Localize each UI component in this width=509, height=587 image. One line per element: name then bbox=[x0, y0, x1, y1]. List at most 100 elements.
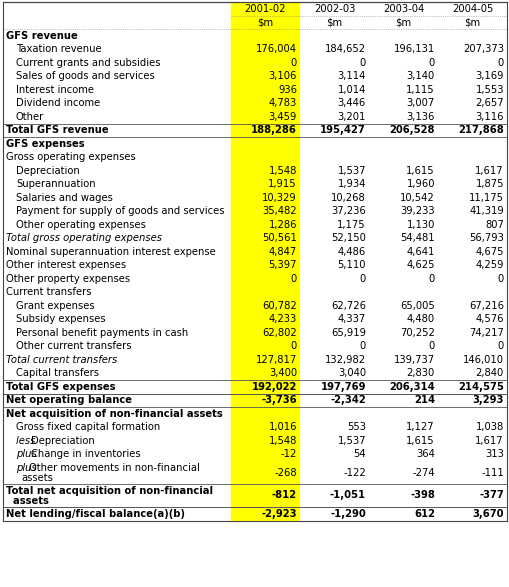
Text: -268: -268 bbox=[274, 467, 296, 477]
Text: 207,373: 207,373 bbox=[462, 44, 503, 54]
Text: 3,400: 3,400 bbox=[268, 368, 296, 378]
Text: 206,314: 206,314 bbox=[388, 382, 434, 392]
Text: 1,016: 1,016 bbox=[268, 422, 296, 432]
Text: 1,615: 1,615 bbox=[406, 166, 434, 176]
Bar bbox=[231, 2, 299, 521]
Text: Other current transfers: Other current transfers bbox=[16, 341, 131, 351]
Text: Other interest expenses: Other interest expenses bbox=[6, 260, 126, 270]
Text: 184,652: 184,652 bbox=[324, 44, 365, 54]
Text: 1,537: 1,537 bbox=[337, 436, 365, 446]
Text: Other movements in non-financial: Other movements in non-financial bbox=[29, 463, 199, 473]
Text: 67,216: 67,216 bbox=[468, 301, 503, 311]
Text: -3,736: -3,736 bbox=[261, 395, 296, 405]
Text: 1,175: 1,175 bbox=[337, 220, 365, 230]
Text: -377: -377 bbox=[478, 491, 503, 501]
Text: Total GFS revenue: Total GFS revenue bbox=[6, 125, 108, 135]
Text: Grant expenses: Grant expenses bbox=[16, 301, 95, 311]
Text: Gross fixed capital formation: Gross fixed capital formation bbox=[16, 422, 160, 432]
Text: Net acquisition of non-financial assets: Net acquisition of non-financial assets bbox=[6, 409, 222, 419]
Text: 936: 936 bbox=[277, 85, 296, 95]
Text: 3,670: 3,670 bbox=[471, 509, 503, 519]
Text: Gross operating expenses: Gross operating expenses bbox=[6, 152, 135, 162]
Text: Other property expenses: Other property expenses bbox=[6, 274, 130, 284]
Text: -12: -12 bbox=[280, 449, 296, 459]
Text: Nominal superannuation interest expense: Nominal superannuation interest expense bbox=[6, 247, 215, 257]
Text: 54,481: 54,481 bbox=[400, 233, 434, 243]
Text: 132,982: 132,982 bbox=[324, 355, 365, 365]
Text: 364: 364 bbox=[415, 449, 434, 459]
Text: 10,329: 10,329 bbox=[262, 193, 296, 203]
Text: $m: $m bbox=[257, 17, 273, 27]
Text: 1,915: 1,915 bbox=[268, 179, 296, 189]
Text: 3,140: 3,140 bbox=[406, 71, 434, 81]
Text: Sales of goods and services: Sales of goods and services bbox=[16, 71, 154, 81]
Text: Depreciation: Depreciation bbox=[16, 166, 79, 176]
Text: 0: 0 bbox=[497, 58, 503, 68]
Text: 217,868: 217,868 bbox=[458, 125, 503, 135]
Bar bbox=[231, 2, 299, 521]
Text: 1,553: 1,553 bbox=[474, 85, 503, 95]
Text: 1,537: 1,537 bbox=[337, 166, 365, 176]
Text: 2001-02: 2001-02 bbox=[244, 4, 286, 14]
Text: 1,130: 1,130 bbox=[406, 220, 434, 230]
Text: 50,561: 50,561 bbox=[262, 233, 296, 243]
Bar bbox=[3, 2, 506, 521]
Text: 3,040: 3,040 bbox=[337, 368, 365, 378]
Text: 2,840: 2,840 bbox=[475, 368, 503, 378]
Text: -2,342: -2,342 bbox=[330, 395, 365, 405]
Text: Payment for supply of goods and services: Payment for supply of goods and services bbox=[16, 206, 224, 216]
Text: 52,150: 52,150 bbox=[330, 233, 365, 243]
Text: 196,131: 196,131 bbox=[393, 44, 434, 54]
Text: 612: 612 bbox=[413, 509, 434, 519]
Text: 3,201: 3,201 bbox=[337, 112, 365, 122]
Text: 62,802: 62,802 bbox=[262, 328, 296, 338]
Text: less: less bbox=[16, 436, 38, 446]
Text: Other operating expenses: Other operating expenses bbox=[16, 220, 146, 230]
Text: 192,022: 192,022 bbox=[251, 382, 296, 392]
Text: Change in inventories: Change in inventories bbox=[31, 449, 140, 459]
Text: 0: 0 bbox=[428, 58, 434, 68]
Text: 127,817: 127,817 bbox=[255, 355, 296, 365]
Text: 214,575: 214,575 bbox=[457, 382, 503, 392]
Text: 0: 0 bbox=[290, 274, 296, 284]
Text: 1,127: 1,127 bbox=[406, 422, 434, 432]
Text: 56,793: 56,793 bbox=[468, 233, 503, 243]
Text: 60,782: 60,782 bbox=[262, 301, 296, 311]
Text: Salaries and wages: Salaries and wages bbox=[16, 193, 112, 203]
Text: 3,007: 3,007 bbox=[406, 98, 434, 108]
Text: 1,038: 1,038 bbox=[475, 422, 503, 432]
Text: 1,960: 1,960 bbox=[406, 179, 434, 189]
Text: 37,236: 37,236 bbox=[331, 206, 365, 216]
Text: Current grants and subsidies: Current grants and subsidies bbox=[16, 58, 160, 68]
Text: -398: -398 bbox=[409, 491, 434, 501]
Text: Depreciation: Depreciation bbox=[31, 436, 95, 446]
Text: 206,528: 206,528 bbox=[389, 125, 434, 135]
Text: 1,617: 1,617 bbox=[474, 436, 503, 446]
Text: 197,769: 197,769 bbox=[320, 382, 365, 392]
Text: 0: 0 bbox=[428, 274, 434, 284]
Text: 553: 553 bbox=[346, 422, 365, 432]
Text: 2,657: 2,657 bbox=[474, 98, 503, 108]
Text: 1,934: 1,934 bbox=[337, 179, 365, 189]
Text: 62,726: 62,726 bbox=[330, 301, 365, 311]
Text: -274: -274 bbox=[412, 467, 434, 477]
Text: 3,446: 3,446 bbox=[337, 98, 365, 108]
Text: assets: assets bbox=[21, 473, 53, 483]
Text: 0: 0 bbox=[359, 58, 365, 68]
Text: 1,286: 1,286 bbox=[268, 220, 296, 230]
Text: 0: 0 bbox=[497, 274, 503, 284]
Text: Total gross operating expenses: Total gross operating expenses bbox=[6, 233, 162, 243]
Text: 74,217: 74,217 bbox=[468, 328, 503, 338]
Text: GFS revenue: GFS revenue bbox=[6, 31, 77, 41]
Text: -122: -122 bbox=[343, 467, 365, 477]
Text: 2003-04: 2003-04 bbox=[382, 4, 423, 14]
Text: Total GFS expenses: Total GFS expenses bbox=[6, 382, 115, 392]
Text: 1,875: 1,875 bbox=[474, 179, 503, 189]
Text: 0: 0 bbox=[497, 341, 503, 351]
Text: 4,259: 4,259 bbox=[474, 260, 503, 270]
Text: 188,286: 188,286 bbox=[250, 125, 296, 135]
Text: Current transfers: Current transfers bbox=[6, 287, 91, 297]
Text: 10,542: 10,542 bbox=[400, 193, 434, 203]
Text: 4,233: 4,233 bbox=[268, 314, 296, 324]
Text: 3,169: 3,169 bbox=[474, 71, 503, 81]
